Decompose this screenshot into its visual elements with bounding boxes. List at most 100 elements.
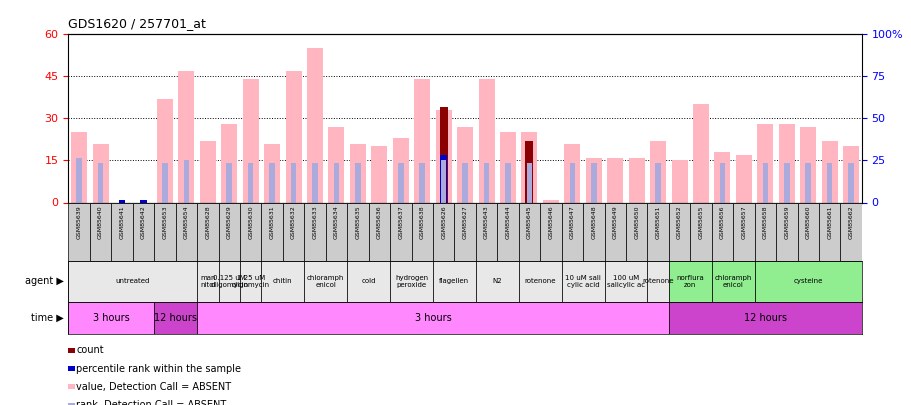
Bar	[411, 202, 433, 261]
Bar	[368, 202, 390, 261]
Bar	[476, 202, 496, 261]
Bar	[753, 261, 861, 302]
Bar	[655, 163, 660, 202]
Text: rank, Detection Call = ABSENT: rank, Detection Call = ABSENT	[76, 400, 226, 405]
Text: chloramph
enicol: chloramph enicol	[307, 275, 344, 288]
Bar	[668, 202, 690, 261]
Bar	[111, 202, 133, 261]
Bar	[732, 202, 753, 261]
Bar	[564, 144, 579, 202]
Bar	[454, 202, 476, 261]
Bar	[282, 202, 304, 261]
Bar	[561, 202, 582, 261]
Bar	[505, 163, 510, 202]
Bar	[154, 302, 197, 334]
Bar	[711, 202, 732, 261]
Bar	[347, 261, 390, 302]
Text: GSM85660: GSM85660	[804, 205, 810, 239]
Text: 100 uM
salicylic ac: 100 uM salicylic ac	[606, 275, 644, 288]
Bar	[304, 202, 325, 261]
Bar	[154, 202, 176, 261]
Bar	[264, 144, 280, 202]
Bar	[291, 163, 296, 202]
Text: GSM85649: GSM85649	[612, 205, 617, 239]
Text: GSM85629: GSM85629	[227, 205, 231, 239]
Text: GSM85657: GSM85657	[741, 205, 745, 239]
Text: GSM85644: GSM85644	[505, 205, 510, 239]
Text: 3 hours: 3 hours	[415, 313, 451, 323]
Text: GSM85661: GSM85661	[826, 205, 831, 239]
Bar	[775, 202, 796, 261]
Bar	[68, 302, 154, 334]
Bar	[539, 202, 561, 261]
Bar	[439, 107, 447, 202]
Bar	[692, 104, 708, 202]
Text: man
nitol: man nitol	[200, 275, 215, 288]
Bar	[176, 202, 197, 261]
Bar	[604, 261, 647, 302]
Bar	[393, 138, 408, 202]
Bar	[456, 127, 473, 202]
Text: count: count	[76, 345, 104, 355]
Bar	[325, 202, 347, 261]
Text: GSM85626: GSM85626	[441, 205, 445, 239]
Text: GSM85654: GSM85654	[184, 205, 189, 239]
Text: 1.25 uM
oligomycin: 1.25 uM oligomycin	[231, 275, 270, 288]
Bar	[839, 202, 861, 261]
Text: GSM85634: GSM85634	[333, 205, 339, 239]
Bar	[804, 163, 810, 202]
Text: GSM85658: GSM85658	[762, 205, 767, 239]
Bar	[433, 261, 476, 302]
Bar	[312, 163, 317, 202]
Bar	[197, 261, 219, 302]
Bar	[92, 144, 108, 202]
Bar	[756, 124, 773, 202]
Text: GSM85652: GSM85652	[676, 205, 681, 239]
Bar	[397, 163, 404, 202]
Text: GSM85647: GSM85647	[569, 205, 574, 239]
Bar	[713, 152, 730, 202]
Text: GSM85643: GSM85643	[484, 205, 488, 239]
Text: untreated: untreated	[116, 279, 149, 284]
Bar	[226, 163, 231, 202]
Bar	[842, 147, 858, 202]
Bar	[419, 163, 425, 202]
Bar	[783, 163, 789, 202]
Bar	[762, 163, 767, 202]
Bar	[735, 155, 751, 202]
Bar	[476, 261, 518, 302]
Bar	[197, 202, 219, 261]
Bar	[90, 202, 111, 261]
Text: GSM85637: GSM85637	[398, 205, 403, 239]
Text: time ▶: time ▶	[31, 313, 64, 323]
Bar	[590, 163, 596, 202]
Text: GSM85655: GSM85655	[698, 205, 702, 239]
Text: 10 uM sali
cylic acid: 10 uM sali cylic acid	[565, 275, 600, 288]
Bar	[347, 202, 368, 261]
Bar	[604, 202, 625, 261]
Bar	[179, 71, 194, 202]
Bar	[518, 261, 561, 302]
Bar	[68, 261, 197, 302]
Bar	[390, 261, 433, 302]
Bar	[670, 160, 687, 202]
Bar	[607, 158, 622, 202]
Bar	[668, 302, 861, 334]
Text: GSM85650: GSM85650	[633, 205, 639, 239]
Text: GSM85639: GSM85639	[77, 205, 81, 239]
Bar	[711, 261, 753, 302]
Bar	[414, 79, 430, 202]
Bar	[390, 202, 411, 261]
Bar	[483, 163, 489, 202]
Text: 3 hours: 3 hours	[93, 313, 129, 323]
Bar	[847, 163, 853, 202]
Text: 0.125 uM
oligomycin: 0.125 uM oligomycin	[210, 275, 248, 288]
Bar	[304, 261, 347, 302]
Text: agent ▶: agent ▶	[25, 277, 64, 286]
Bar	[219, 261, 240, 302]
Text: GSM85659: GSM85659	[783, 205, 788, 239]
Bar	[478, 79, 494, 202]
Bar	[240, 202, 261, 261]
Text: GSM85635: GSM85635	[355, 205, 360, 239]
Bar	[561, 261, 604, 302]
